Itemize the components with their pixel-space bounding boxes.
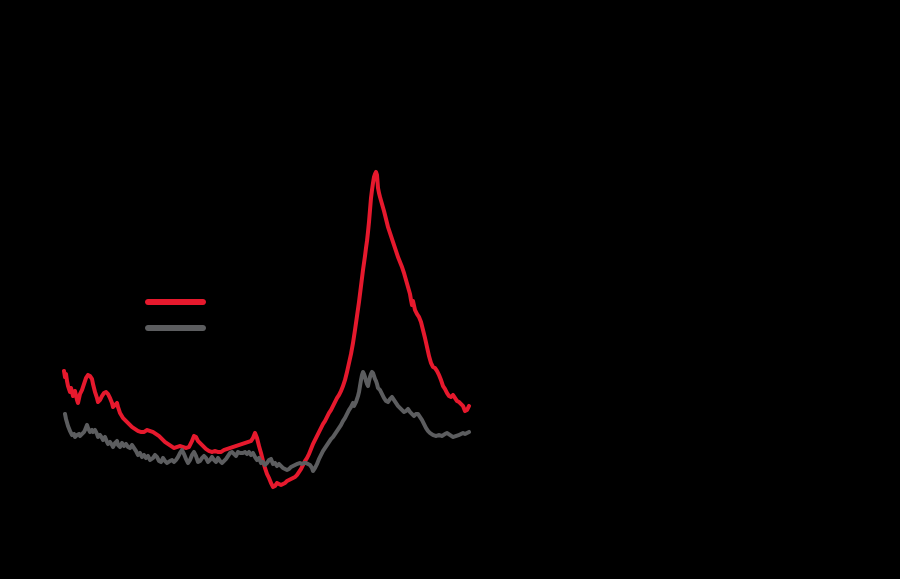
red-series-line xyxy=(62,170,471,489)
series-group xyxy=(62,170,471,489)
gray-series-line xyxy=(63,370,471,473)
legend xyxy=(145,299,206,331)
